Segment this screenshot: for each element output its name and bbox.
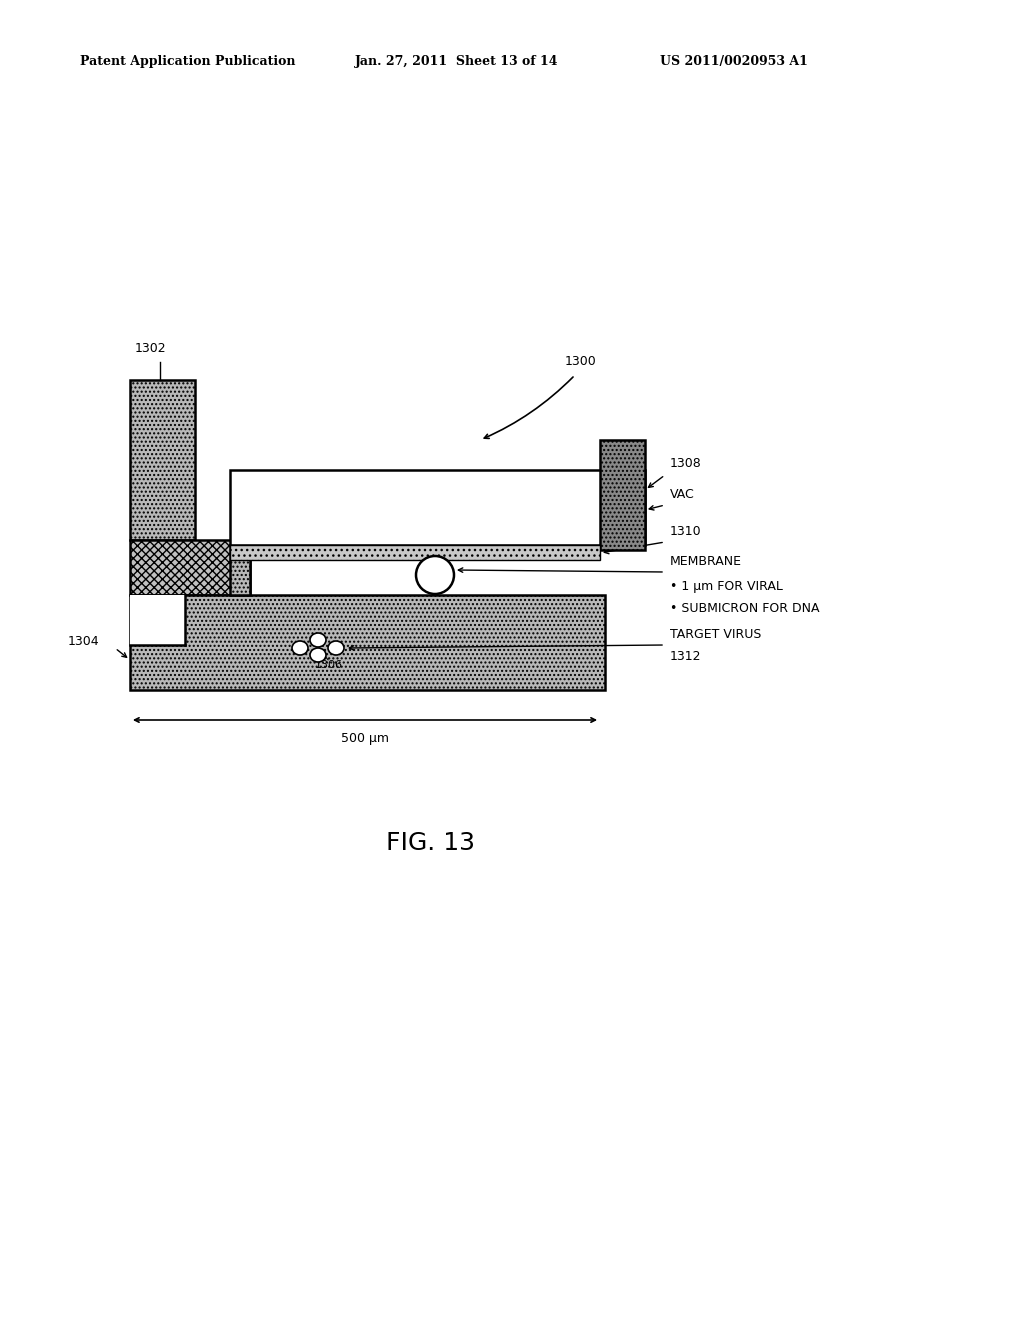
Bar — [600, 440, 645, 550]
Text: MEMBRANE: MEMBRANE — [670, 554, 742, 568]
Text: VAC: VAC — [670, 488, 694, 502]
Bar — [130, 540, 250, 595]
Text: 1308: 1308 — [670, 457, 701, 470]
Text: Jan. 27, 2011  Sheet 13 of 14: Jan. 27, 2011 Sheet 13 of 14 — [355, 55, 558, 69]
Bar — [130, 595, 605, 690]
Text: 1302: 1302 — [135, 342, 167, 355]
Text: 1310: 1310 — [670, 525, 701, 539]
Bar — [130, 380, 195, 540]
Text: 1300: 1300 — [565, 355, 597, 368]
Text: 1304: 1304 — [68, 635, 99, 648]
Text: US 2011/0020953 A1: US 2011/0020953 A1 — [660, 55, 808, 69]
Ellipse shape — [416, 556, 454, 594]
Text: Patent Application Publication: Patent Application Publication — [80, 55, 296, 69]
Bar — [230, 545, 600, 560]
Text: • SUBMICRON FOR DNA: • SUBMICRON FOR DNA — [670, 602, 819, 615]
Ellipse shape — [310, 634, 326, 647]
Text: 1312: 1312 — [670, 649, 701, 663]
Text: 500 μm: 500 μm — [341, 733, 389, 744]
Text: TARGET VIRUS: TARGET VIRUS — [670, 628, 762, 642]
Bar — [230, 545, 250, 595]
Text: • 1 μm FOR VIRAL: • 1 μm FOR VIRAL — [670, 579, 783, 593]
Text: FIG. 13: FIG. 13 — [385, 832, 474, 855]
Text: 1306: 1306 — [315, 660, 343, 671]
Ellipse shape — [328, 642, 344, 655]
Bar — [230, 470, 645, 545]
Ellipse shape — [310, 648, 326, 663]
Bar — [130, 595, 185, 645]
Ellipse shape — [292, 642, 308, 655]
